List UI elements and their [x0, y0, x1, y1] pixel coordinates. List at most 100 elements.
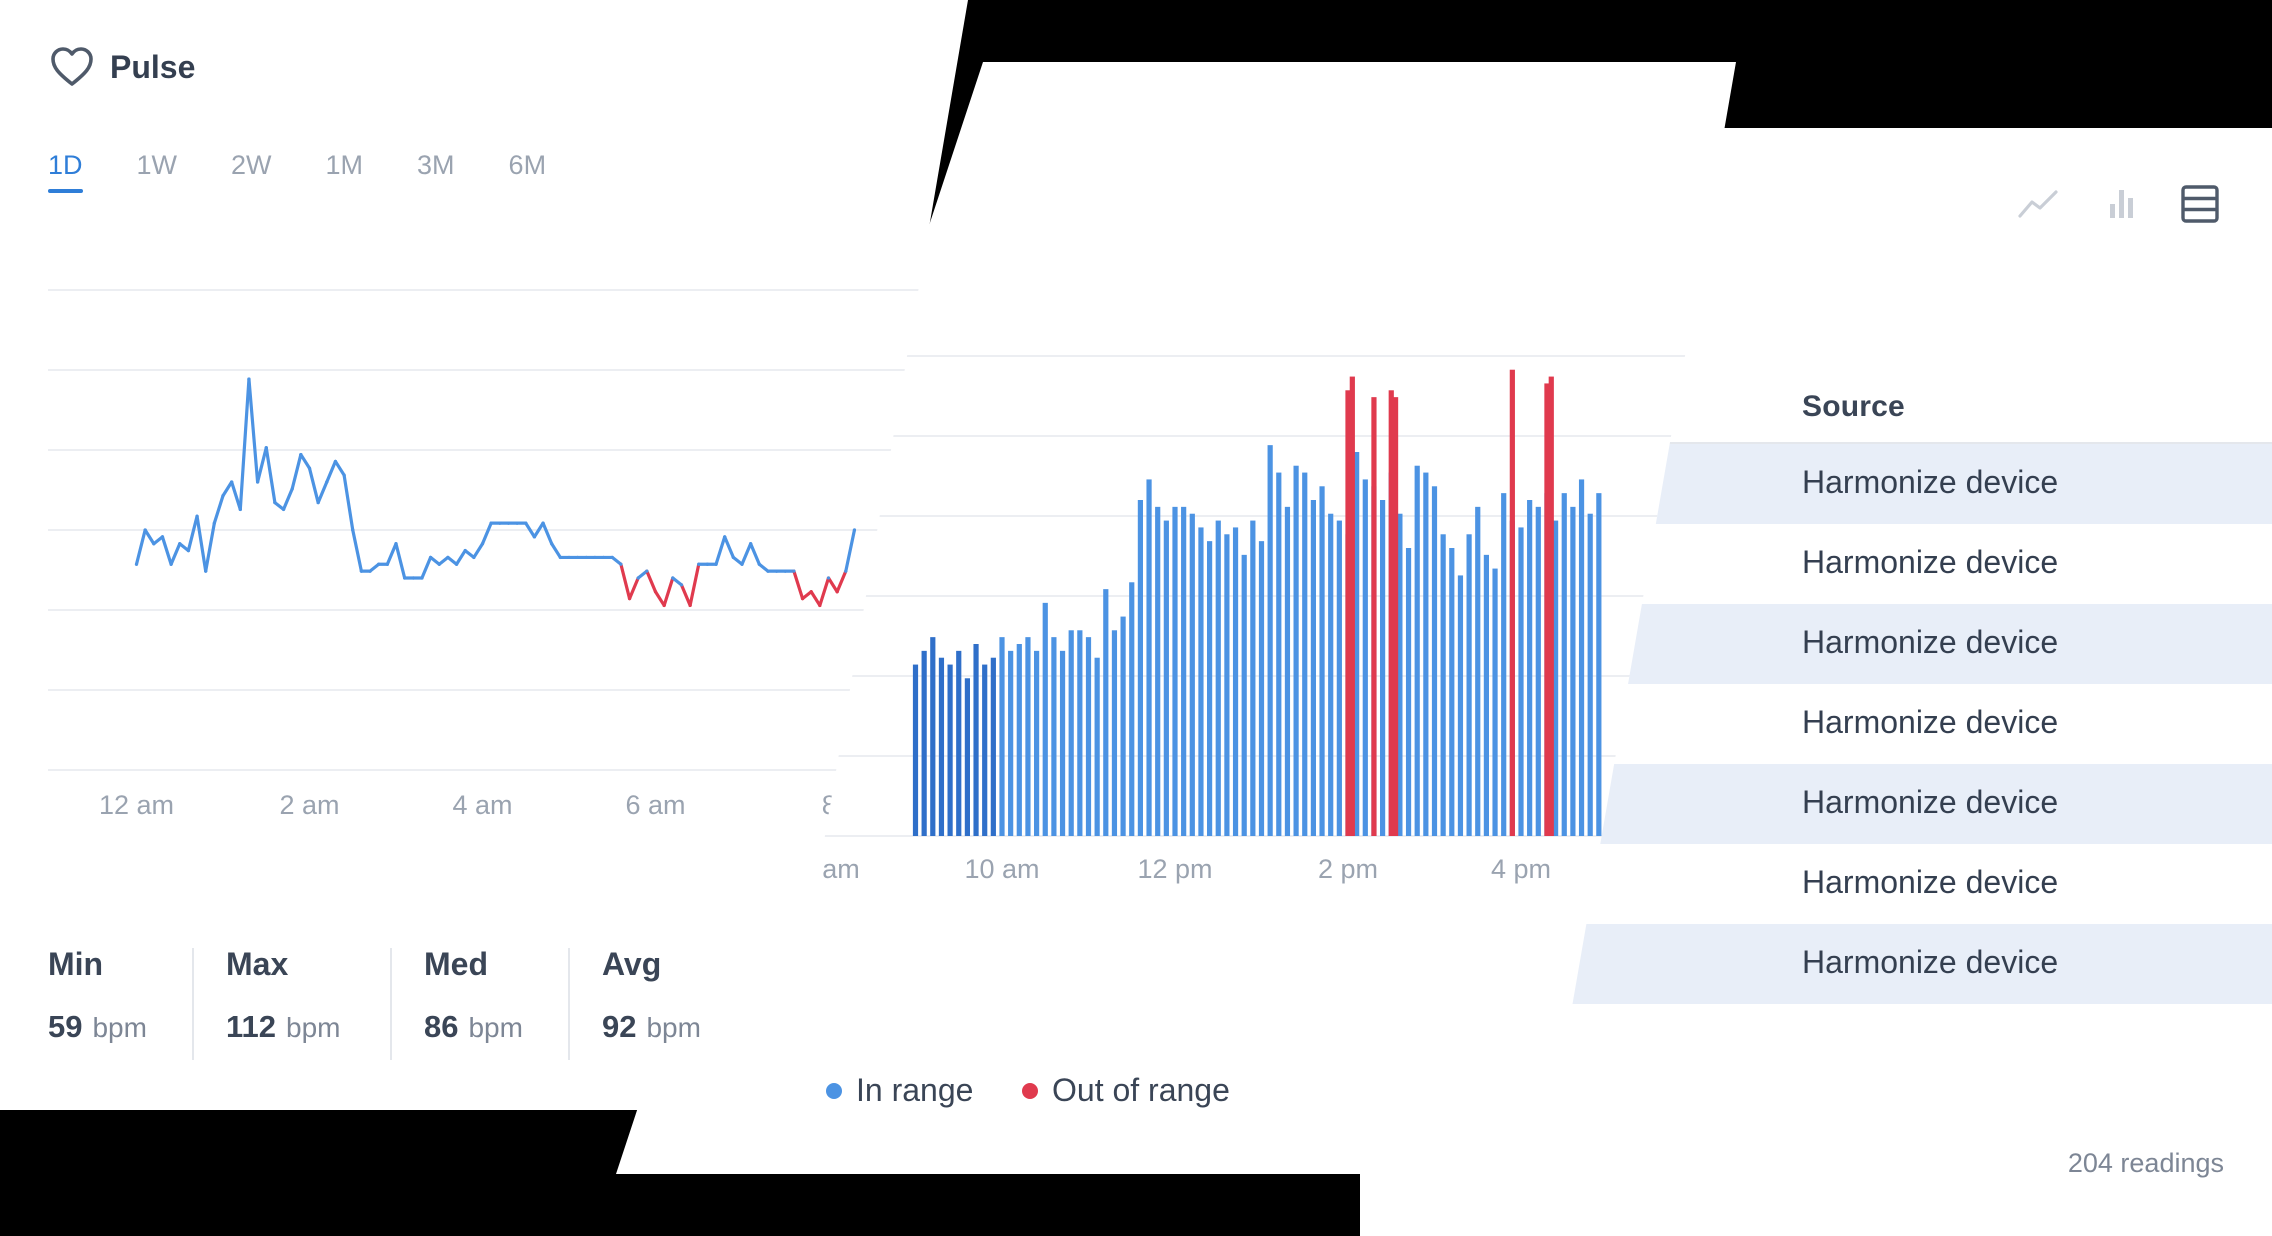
data-point	[377, 563, 380, 566]
data-point	[576, 556, 579, 559]
line-segment	[829, 578, 838, 592]
stat-value: 59	[48, 1009, 82, 1044]
data-point	[446, 556, 449, 559]
data-point	[611, 556, 614, 559]
data-point	[602, 556, 605, 559]
line-segment	[197, 516, 206, 571]
source-column-header[interactable]: Source	[1802, 390, 1905, 424]
table-view-button[interactable]	[2172, 176, 2228, 232]
bar	[1492, 569, 1497, 836]
stat-unit: bpm	[92, 1012, 146, 1043]
data-point	[585, 556, 588, 559]
line-segment	[811, 592, 820, 606]
bar	[1406, 548, 1411, 836]
data-point	[343, 474, 346, 477]
bar	[1060, 651, 1065, 836]
data-point	[758, 563, 761, 566]
data-point	[464, 549, 467, 552]
legend-out-of-range: Out of range	[1022, 1072, 1230, 1109]
bar-chart-icon	[2102, 184, 2142, 224]
line-segment	[621, 564, 630, 598]
stat-med: Med 86 bpm	[424, 946, 523, 1045]
data-point	[732, 556, 735, 559]
data-point	[706, 563, 709, 566]
x-tick-label: 4 pm	[1491, 854, 1551, 884]
stat-divider	[192, 948, 194, 1060]
line-segment	[483, 523, 492, 544]
line-segment	[846, 530, 855, 571]
stat-value: 86	[424, 1009, 458, 1044]
data-point	[403, 576, 406, 579]
data-point	[412, 576, 415, 579]
line-segment	[647, 571, 656, 592]
line-segment	[258, 448, 267, 482]
bar-chart-view-button[interactable]	[2094, 176, 2150, 232]
data-point	[559, 556, 562, 559]
bar	[1294, 466, 1299, 836]
data-point	[308, 467, 311, 470]
bar	[1086, 637, 1091, 836]
x-tick-label: 4 am	[452, 790, 512, 820]
legend-in-range-label: In range	[856, 1072, 973, 1109]
line-segment	[474, 544, 483, 558]
data-point	[178, 542, 181, 545]
data-point	[299, 453, 302, 456]
stat-unit: bpm	[286, 1012, 340, 1043]
data-point	[351, 528, 354, 531]
bar	[1328, 514, 1333, 836]
bar	[1458, 575, 1463, 836]
stat-label: Min	[48, 946, 147, 983]
line-segment	[344, 475, 353, 530]
bar	[1034, 651, 1039, 836]
line-chart-view-button[interactable]	[2010, 176, 2066, 232]
bar	[1025, 637, 1030, 836]
line-segment	[240, 379, 249, 509]
stat-avg: Avg 92 bpm	[602, 946, 701, 1045]
data-point	[827, 576, 830, 579]
line-segment	[837, 571, 846, 592]
data-point	[619, 563, 622, 566]
data-point	[689, 604, 692, 607]
data-point	[394, 542, 397, 545]
bar	[1224, 534, 1229, 836]
stat-label: Avg	[602, 946, 701, 983]
bar	[1319, 486, 1324, 836]
out-of-range-dot-icon	[1022, 1083, 1038, 1099]
data-point	[663, 604, 666, 607]
line-segment	[318, 482, 327, 503]
bar	[1441, 534, 1446, 836]
x-tick-label: 2 am	[279, 790, 339, 820]
x-tick-label: 12 am	[99, 790, 174, 820]
stat-divider	[390, 948, 392, 1060]
bar	[1588, 514, 1593, 836]
line-segment	[820, 578, 829, 605]
data-point	[420, 576, 423, 579]
data-point	[740, 563, 743, 566]
line-segment	[630, 578, 639, 599]
line-segment	[353, 530, 362, 571]
data-point	[810, 590, 813, 593]
stat-label: Max	[226, 946, 340, 983]
data-point	[152, 542, 155, 545]
data-point	[455, 563, 458, 566]
data-point	[239, 508, 242, 511]
bar	[1233, 527, 1238, 836]
bar	[1103, 589, 1108, 836]
bar	[1527, 500, 1532, 836]
x-tick-label: 10 am	[964, 854, 1039, 884]
source-cell: Harmonize device	[1802, 624, 2058, 661]
bar	[1077, 630, 1082, 836]
bar	[930, 637, 935, 836]
bar	[1008, 651, 1013, 836]
data-point	[567, 556, 570, 559]
data-point	[490, 522, 493, 525]
bar	[1415, 466, 1420, 836]
bar	[1276, 473, 1281, 836]
bar	[1242, 555, 1247, 836]
bar	[1285, 507, 1290, 836]
data-point	[853, 528, 856, 531]
line-segment	[681, 585, 690, 606]
legend-out-of-range-label: Out of range	[1052, 1072, 1230, 1109]
x-tick-label: 2 pm	[1318, 854, 1378, 884]
bar	[1198, 527, 1203, 836]
